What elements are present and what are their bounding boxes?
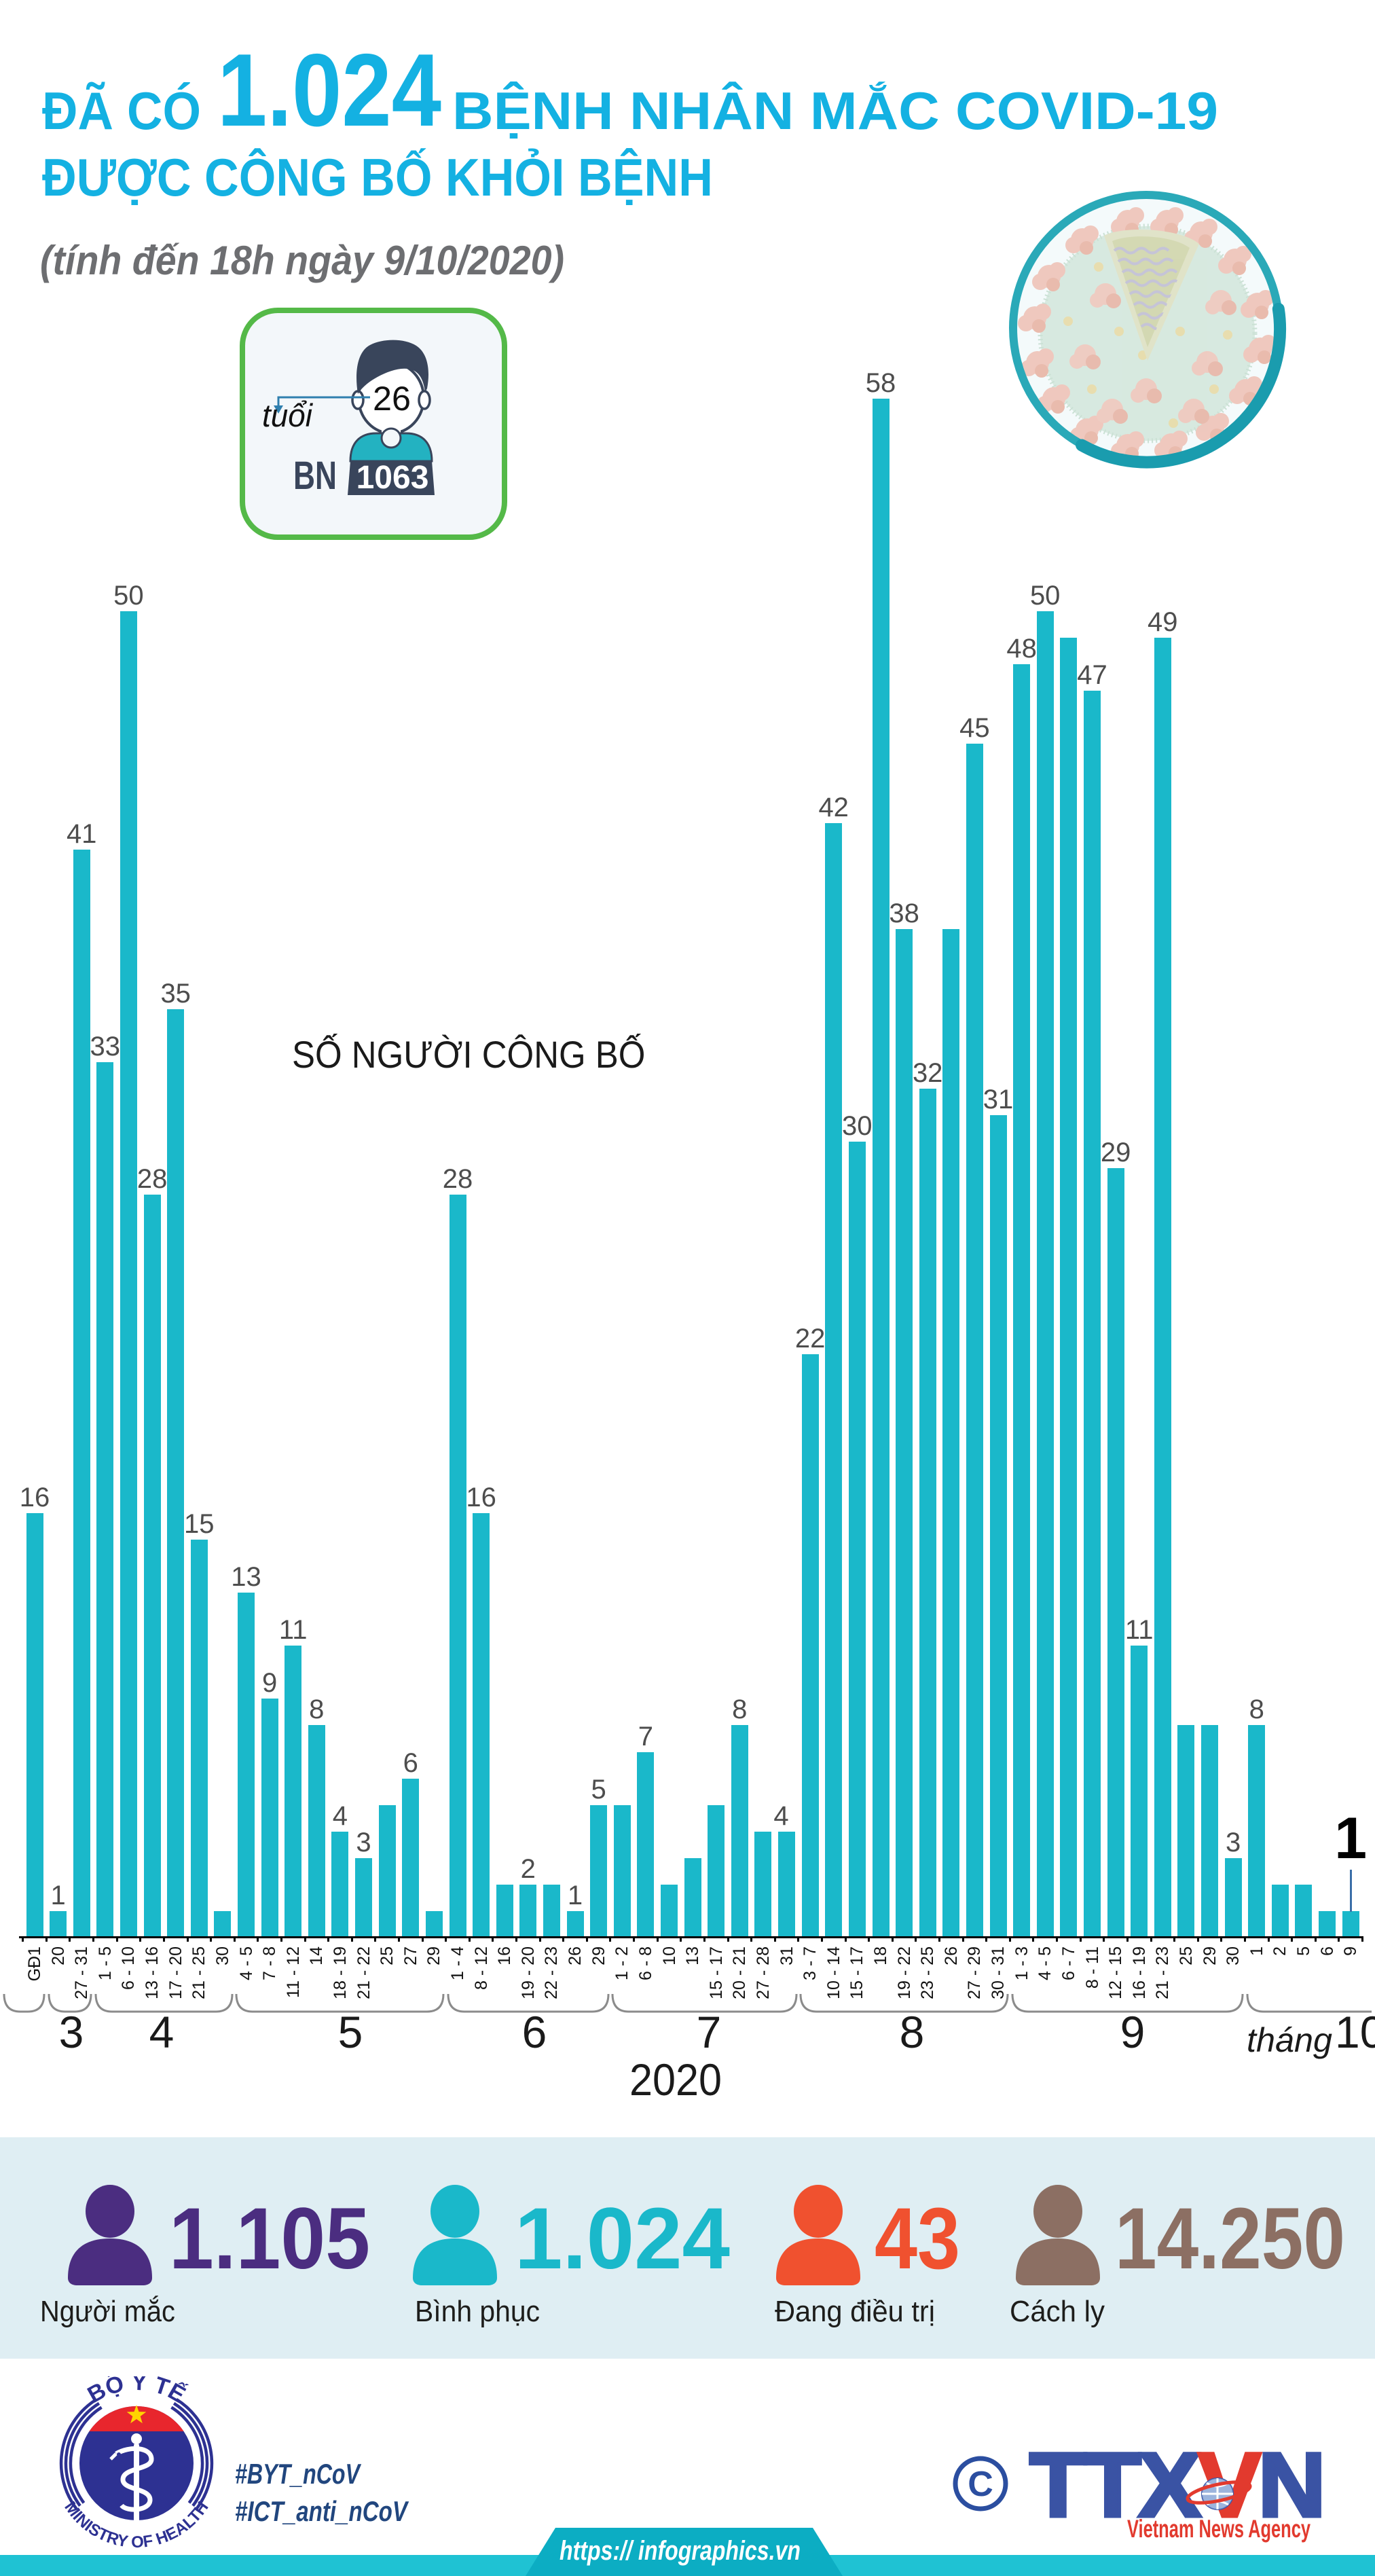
svg-text:C: C	[968, 2465, 993, 2504]
svg-text:BỘ Y TẾ: BỘ Y TẾ	[84, 2376, 190, 2408]
